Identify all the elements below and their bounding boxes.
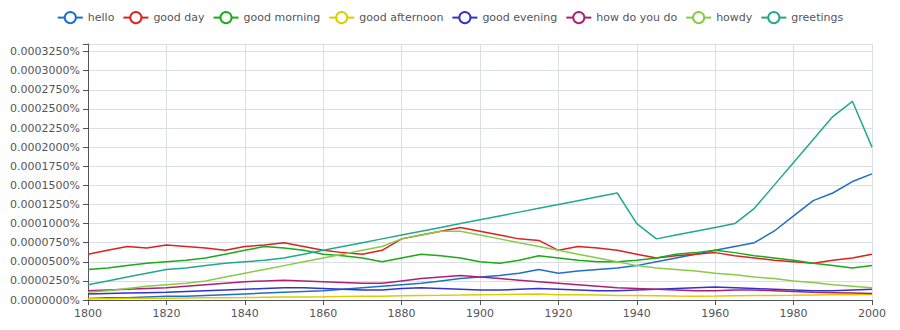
svg-text:good evening: good evening — [482, 11, 557, 24]
svg-text:1860: 1860 — [309, 307, 337, 320]
svg-text:greetings: greetings — [791, 11, 843, 24]
svg-text:howdy: howdy — [716, 11, 753, 24]
svg-text:0.0001250%: 0.0001250% — [10, 198, 80, 211]
svg-text:1940: 1940 — [623, 307, 651, 320]
svg-text:1800: 1800 — [74, 307, 102, 320]
svg-text:1960: 1960 — [701, 307, 729, 320]
svg-text:0.0000250%: 0.0000250% — [10, 274, 80, 287]
svg-text:0.0002250%: 0.0002250% — [10, 122, 80, 135]
svg-text:0.0003000%: 0.0003000% — [10, 64, 80, 77]
svg-text:good day: good day — [153, 11, 205, 24]
svg-text:0.0000500%: 0.0000500% — [10, 255, 80, 268]
svg-text:0.0001750%: 0.0001750% — [10, 160, 80, 173]
svg-text:good morning: good morning — [244, 11, 321, 24]
svg-text:hello: hello — [88, 11, 115, 24]
svg-text:0.0002000%: 0.0002000% — [10, 141, 80, 154]
svg-text:0.0002750%: 0.0002750% — [10, 83, 80, 96]
svg-text:good afternoon: good afternoon — [359, 11, 443, 24]
svg-text:0.0003250%: 0.0003250% — [10, 45, 80, 58]
svg-text:0.0001000%: 0.0001000% — [10, 217, 80, 230]
svg-text:0.0001500%: 0.0001500% — [10, 179, 80, 192]
svg-text:1920: 1920 — [544, 307, 572, 320]
svg-text:0.0000750%: 0.0000750% — [10, 236, 80, 249]
svg-text:2000: 2000 — [858, 307, 886, 320]
svg-text:1980: 1980 — [780, 307, 808, 320]
svg-text:1900: 1900 — [466, 307, 494, 320]
svg-text:how do you do: how do you do — [596, 11, 677, 24]
svg-text:0.0000000%: 0.0000000% — [10, 294, 80, 307]
svg-text:1840: 1840 — [231, 307, 259, 320]
svg-text:1820: 1820 — [152, 307, 180, 320]
svg-text:1880: 1880 — [388, 307, 416, 320]
svg-text:0.0002500%: 0.0002500% — [10, 102, 80, 115]
